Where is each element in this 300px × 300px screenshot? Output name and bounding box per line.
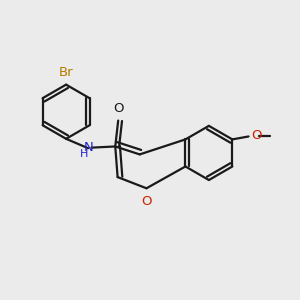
Text: N: N — [84, 141, 93, 154]
Text: O: O — [251, 129, 261, 142]
Text: O: O — [113, 102, 124, 115]
Text: H: H — [80, 149, 88, 159]
Text: Br: Br — [59, 66, 74, 79]
Text: O: O — [141, 195, 152, 208]
